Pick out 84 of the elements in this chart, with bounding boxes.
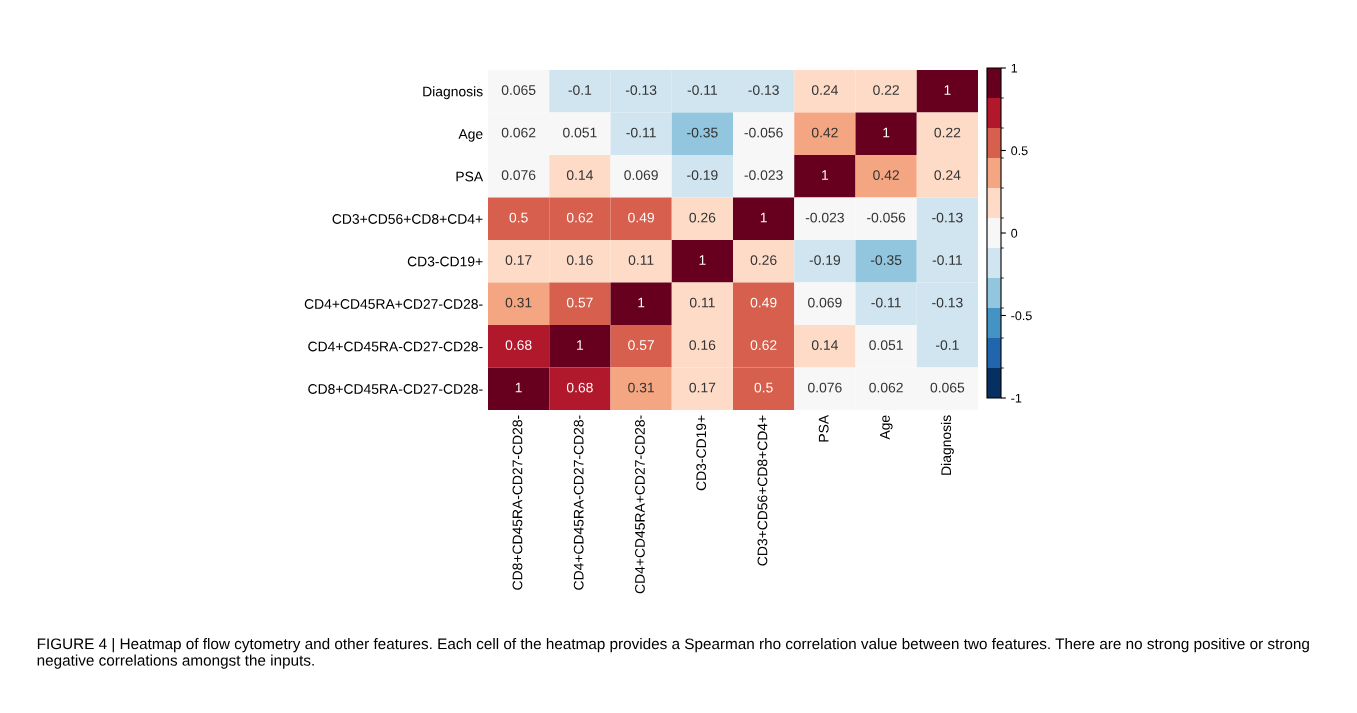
- color-bar-label: 0.5: [1011, 146, 1028, 156]
- data-label: 1: [822, 170, 829, 180]
- data-label: -0.1: [936, 340, 959, 350]
- data-label: 0.16: [566, 255, 593, 265]
- data-label: -0.11: [871, 297, 901, 308]
- data-label: 0.5: [754, 382, 773, 393]
- data-label: 0.065: [930, 382, 965, 393]
- data-label: 0.57: [566, 297, 593, 308]
- color-bar-label: -1: [1011, 393, 1022, 403]
- data-label: -0.13: [932, 212, 963, 223]
- data-label: -0.13: [932, 297, 963, 308]
- caption: FIGURE 4 | Heatmap of flow cytometry and other features. Each cell of the heatmap provides a Spearman rho correlation value between two features. There are no strong positive or strong negative correlations amongst the inputs.: [37, 638, 1309, 669]
- data-label: 0.24: [811, 85, 838, 95]
- data-label: -0.13: [748, 85, 779, 95]
- data-label: 0.57: [628, 340, 654, 350]
- data-label: 0.31: [628, 382, 654, 393]
- data-label: 1: [699, 255, 706, 265]
- x-tick-label: Age: [880, 415, 893, 440]
- data-label: -0.19: [687, 170, 718, 180]
- data-label: -0.11: [626, 127, 656, 138]
- x-tick-label: Diagnosis: [940, 415, 954, 475]
- data-label: -0.11: [932, 255, 963, 265]
- y-tick-label: CD3-CD19+: [407, 256, 483, 267]
- data-label: -0.1: [568, 85, 592, 95]
- x-tick-label: CD3-CD19+: [696, 415, 707, 491]
- data-label: 0.14: [811, 340, 838, 350]
- data-label: 1: [638, 297, 645, 308]
- data-label: -0.056: [744, 127, 783, 138]
- x-tick-label: CD4+CD45RA+CD27-CD28-: [635, 415, 645, 594]
- data-label: 0.051: [869, 340, 903, 350]
- data-label: 0.17: [505, 255, 532, 265]
- data-label: -0.023: [805, 212, 844, 223]
- data-label: 0.68: [566, 382, 593, 393]
- y-tick-label: CD8+CD45RA-CD27-CD28-: [308, 384, 483, 394]
- data-label: 0.069: [808, 297, 842, 308]
- data-label: 0.051: [563, 127, 597, 138]
- data-label: -0.023: [744, 170, 783, 180]
- data-label: 0.26: [689, 212, 716, 223]
- data-label: -0.35: [687, 127, 718, 138]
- data-label: 0.5: [509, 212, 528, 223]
- data-label: 0.11: [689, 297, 715, 308]
- data-label: 0.16: [689, 340, 716, 350]
- data-label: 0.24: [934, 170, 961, 180]
- x-tick-label: CD3+CD56+CD8+CD4+: [757, 415, 768, 566]
- x-tick-label: PSA: [818, 414, 829, 442]
- data-label: 0.68: [505, 340, 532, 350]
- data-label: 0.062: [501, 127, 536, 138]
- data-label: -0.19: [809, 255, 841, 265]
- data-label: 0.49: [628, 212, 654, 223]
- data-label: 0.31: [505, 297, 532, 308]
- y-tick-label: PSA: [456, 171, 484, 182]
- data-label: -0.11: [687, 85, 718, 95]
- color-bar-label: -0.5: [1011, 311, 1032, 321]
- data-label: 1: [577, 340, 584, 350]
- data-label: 0.062: [869, 382, 903, 393]
- y-tick-label: Diagnosis: [423, 86, 483, 100]
- y-tick-label: CD3+CD56+CD8+CD4+: [332, 214, 483, 224]
- data-label: 0.065: [501, 85, 536, 95]
- y-tick-label: CD4+CD45RA-CD27-CD28-: [308, 341, 483, 352]
- data-label: 0.42: [873, 170, 899, 180]
- data-label: 0.62: [750, 340, 777, 350]
- color-bar-label: 0: [1011, 228, 1018, 238]
- data-label: 0.17: [689, 382, 716, 393]
- data-label: 1: [944, 85, 951, 95]
- data-label: 0.076: [501, 170, 536, 180]
- data-label: 0.42: [811, 127, 838, 138]
- data-label: 0.076: [808, 382, 842, 393]
- color-bar-label: 1: [1011, 63, 1018, 73]
- data-label: 0.11: [628, 255, 654, 265]
- data-label: -0.056: [867, 212, 906, 223]
- data-label: 0.49: [750, 297, 777, 308]
- data-label: 0.14: [566, 170, 593, 180]
- data-label: 0.26: [750, 255, 777, 265]
- data-label: 0.22: [934, 127, 961, 138]
- data-label: 1: [515, 382, 522, 393]
- data-label: -0.35: [870, 255, 902, 265]
- y-tick-label: CD4+CD45RA+CD27-CD28-: [304, 299, 483, 309]
- data-label: 1: [760, 212, 767, 223]
- data-label: 1: [883, 127, 890, 138]
- data-label: -0.13: [625, 85, 657, 95]
- data-label: 0.62: [566, 212, 593, 223]
- data-label: 0.22: [873, 85, 899, 95]
- data-label: 0.069: [624, 170, 658, 180]
- y-tick-label: Age: [458, 129, 483, 142]
